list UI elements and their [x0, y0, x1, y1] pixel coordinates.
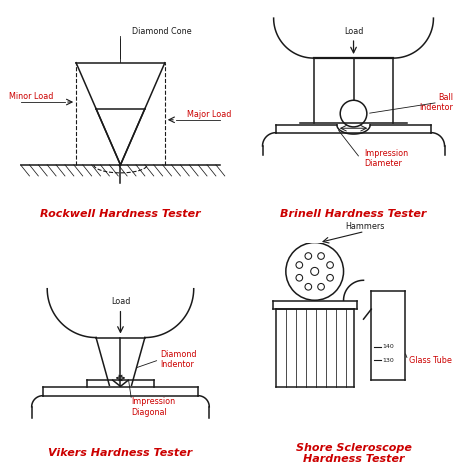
- Circle shape: [340, 100, 367, 127]
- Text: Impression
Diagonal: Impression Diagonal: [132, 397, 176, 417]
- Text: 130: 130: [383, 358, 394, 363]
- Text: Load: Load: [111, 298, 130, 307]
- Circle shape: [318, 253, 324, 259]
- Circle shape: [286, 243, 344, 300]
- Text: Shore Scleroscope
Hardness Tester: Shore Scleroscope Hardness Tester: [296, 443, 411, 464]
- Text: Hammers: Hammers: [345, 222, 384, 231]
- Circle shape: [327, 274, 333, 281]
- Text: Major Load: Major Load: [187, 109, 231, 118]
- Text: Brinell Hardness Tester: Brinell Hardness Tester: [280, 209, 427, 219]
- Text: Diamond
Indentor: Diamond Indentor: [160, 350, 197, 369]
- Text: Impression
Diameter: Impression Diameter: [365, 148, 409, 168]
- Text: Load: Load: [344, 27, 363, 36]
- Text: Minor Load: Minor Load: [9, 92, 54, 101]
- Circle shape: [296, 262, 302, 268]
- Circle shape: [318, 283, 324, 290]
- Circle shape: [327, 262, 333, 268]
- Text: Rockwell Hardness Tester: Rockwell Hardness Tester: [40, 209, 201, 219]
- Circle shape: [310, 267, 319, 275]
- Circle shape: [305, 253, 311, 259]
- Text: Diamond Cone: Diamond Cone: [132, 27, 191, 36]
- Text: Vikers Hardness Tester: Vikers Hardness Tester: [48, 448, 192, 458]
- Text: 140: 140: [383, 345, 394, 349]
- Circle shape: [305, 283, 311, 290]
- Text: Glass Tube: Glass Tube: [409, 356, 452, 365]
- Circle shape: [296, 274, 302, 281]
- Text: Ball
Indentor: Ball Indentor: [419, 93, 454, 112]
